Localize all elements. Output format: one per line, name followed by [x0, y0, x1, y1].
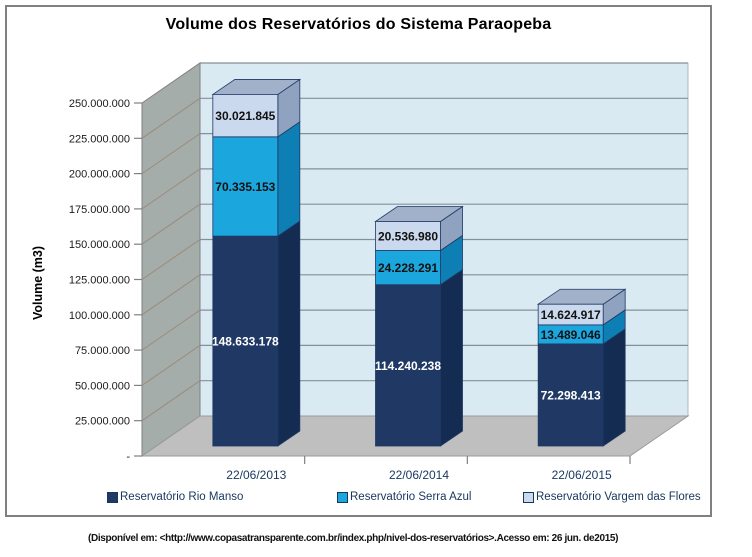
- data-label: 70.335.153: [215, 180, 275, 194]
- wall-gridline: [141, 239, 201, 280]
- bar-stack-22/06/2015: 72.298.413 13.489.046 14.624.917: [536, 288, 627, 447]
- wall-gridline: [141, 97, 201, 139]
- y-tick-label: 125.000.000: [69, 275, 130, 287]
- bar-segment-side: [602, 328, 626, 447]
- bar-stack-22/06/2014: 114.240.238 24.228.291 20.536.980: [374, 205, 464, 447]
- bar-segment-front: [375, 250, 441, 286]
- data-label: 72.298.413: [541, 388, 601, 402]
- wall-gridline: [141, 274, 201, 316]
- legend-item-serra-azul: Reservatório Serra Azul: [337, 490, 471, 504]
- data-label: 114.240.238: [375, 359, 441, 373]
- y-tick-label: 50.000.000: [75, 380, 130, 392]
- y-tick-label: 100.000.000: [69, 310, 130, 322]
- y-tick-label: 250.000.000: [69, 98, 130, 110]
- data-label: 20.536.980: [378, 229, 438, 243]
- wall-gridline: [141, 380, 201, 422]
- y-tick-label: 200.000.000: [69, 169, 130, 181]
- category-label: 22/06/2015: [552, 468, 612, 482]
- y-tick-label: 225.000.000: [69, 133, 130, 145]
- bar-segment-front: [212, 235, 279, 447]
- bar-segment-front: [537, 303, 604, 326]
- y-tick-label: 25.000.000: [75, 416, 130, 428]
- chart-title: Volume dos Reservatórios do Sistema Para…: [165, 16, 552, 33]
- y-tick-label: 150.000.000: [69, 239, 130, 251]
- wall-gridline: [141, 309, 201, 351]
- y-tick-label: 175.000.000: [69, 204, 130, 216]
- legend-label-rio-manso: Reservatório Rio Manso: [120, 491, 244, 503]
- legend-swatch-vargem-das-flores-icon: [523, 491, 534, 503]
- bar-segment-front: [212, 136, 279, 237]
- bar-segment-front: [212, 94, 279, 138]
- data-label: 148.633.178: [212, 335, 279, 349]
- legend-item-rio-manso: Reservatório Rio Manso: [107, 490, 243, 504]
- bar-segment-front: [375, 284, 441, 447]
- legend-item-vargem-das-flores: Reservatório Vargem das Flores: [523, 490, 701, 504]
- wall-gridline: [141, 133, 201, 175]
- data-label: 30.021.845: [215, 109, 275, 123]
- bar-segment-side: [440, 268, 463, 447]
- y-tick-label: 75.000.000: [75, 345, 130, 357]
- wall-gridline: [141, 344, 201, 386]
- legend-label-serra-azul: Reservatório Serra Azul: [350, 491, 472, 503]
- source-citation: (Disponível em: <http://www.copasatransp…: [88, 533, 619, 544]
- y-tick-label: -: [126, 451, 130, 463]
- legend-label-vargem-das-flores: Reservatório Vargem das Flores: [536, 491, 701, 503]
- legend-swatch-rio-manso-icon: [107, 491, 118, 503]
- wall-gridline: [141, 168, 201, 210]
- bar-segment-side: [277, 220, 301, 447]
- category-label: 22/06/2014: [389, 468, 449, 482]
- bar-segment-side: [277, 121, 301, 237]
- category-label: 22/06/2013: [226, 468, 286, 482]
- bar-segment-front: [375, 221, 441, 251]
- legend-swatch-serra-azul-icon: [337, 491, 348, 503]
- data-label: 13.489.046: [541, 328, 601, 342]
- bar-stack-22/06/2013: 148.633.178 70.335.153 30.021.845: [211, 78, 302, 447]
- wall-gridline: [141, 203, 201, 245]
- bar-segment-front: [537, 343, 604, 447]
- data-label: 24.228.291: [378, 261, 438, 275]
- data-label: 14.624.917: [541, 308, 601, 322]
